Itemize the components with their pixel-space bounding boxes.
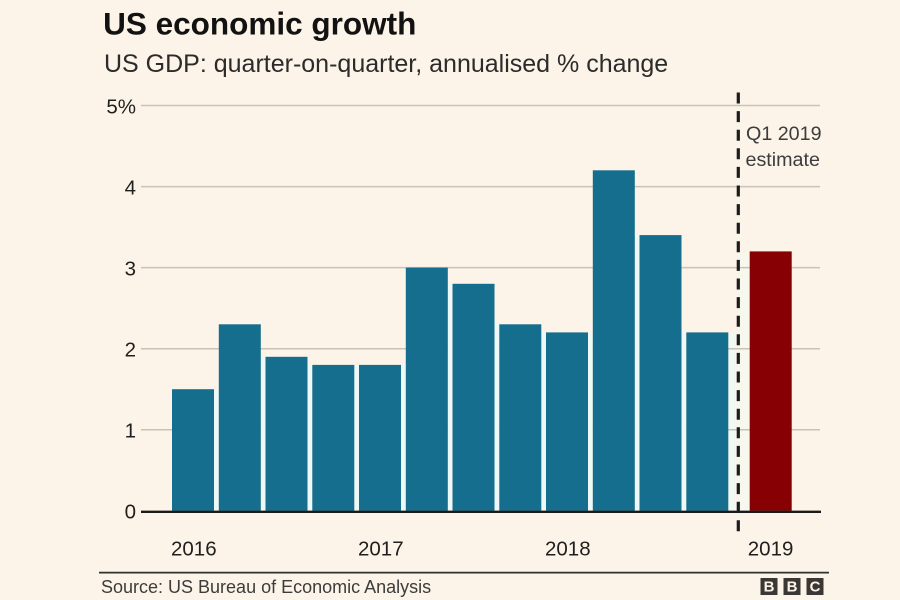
svg-text:1: 1: [125, 420, 136, 443]
svg-text:2018: 2018: [545, 538, 591, 561]
svg-text:US GDP: quarter-on-quarter, an: US GDP: quarter-on-quarter, annualised %…: [104, 50, 668, 78]
svg-text:US economic growth: US economic growth: [103, 5, 416, 41]
svg-text:estimate: estimate: [746, 149, 820, 171]
svg-text:5%: 5%: [106, 95, 136, 118]
svg-text:3: 3: [125, 258, 136, 281]
svg-text:2016: 2016: [171, 538, 217, 561]
svg-text:2019: 2019: [748, 538, 794, 561]
svg-text:4: 4: [125, 177, 136, 200]
svg-text:Q1 2019: Q1 2019: [746, 123, 822, 145]
svg-text:B: B: [787, 579, 798, 596]
svg-text:B: B: [764, 579, 775, 596]
svg-text:Source: US Bureau of Economic: Source: US Bureau of Economic Analysis: [101, 577, 431, 597]
svg-text:2: 2: [125, 339, 136, 362]
svg-text:C: C: [810, 579, 821, 596]
svg-text:2017: 2017: [358, 538, 404, 561]
svg-text:0: 0: [125, 501, 136, 524]
